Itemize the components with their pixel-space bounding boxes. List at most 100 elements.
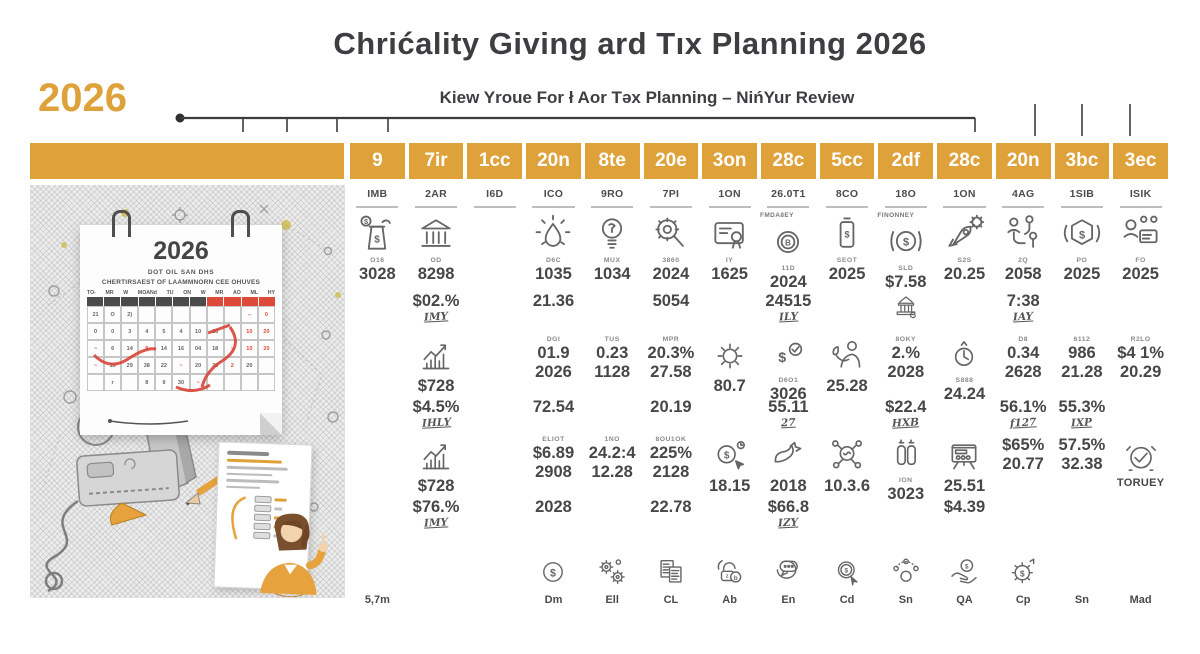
- grid-cell: IY 1625: [700, 212, 759, 290]
- cell-tiny-label: ION: [898, 477, 913, 484]
- cell-value: 2024: [652, 265, 690, 283]
- document-card: [213, 441, 329, 598]
- cell-label: Ab: [722, 594, 737, 606]
- cell-value: $22.4: [885, 398, 927, 416]
- calendar-cell: [206, 374, 224, 391]
- calendar-cell: 10: [240, 323, 258, 340]
- calendar-cell: [121, 374, 139, 391]
- cell-value: 25.28: [826, 377, 868, 395]
- grid-cell: $ Cd: [818, 542, 877, 606]
- grid-cell: $66.8 IZY: [759, 498, 818, 538]
- cell-value: 2628: [1004, 363, 1042, 382]
- cell-value: 20.19: [650, 398, 692, 416]
- data-column: $ PO 2025 6112 986 21.28 55.3% IXP 57.5% 32.38 Sn: [1053, 210, 1112, 614]
- cell-tiny-label: ELIOT: [542, 436, 565, 443]
- cell-value: $02.%: [412, 292, 460, 310]
- calendar-header-cell: [190, 297, 207, 306]
- cell-value: 1034: [593, 265, 631, 283]
- grid-cell: 21.36: [524, 292, 583, 338]
- cell-value: 1128: [594, 363, 631, 382]
- binder-ring-icon: [231, 210, 250, 237]
- cell-sub-label: IHLY: [421, 416, 451, 431]
- month-underline: [591, 206, 634, 208]
- month-label-text: 4AG: [1011, 188, 1035, 200]
- calendar-header-strip: [87, 297, 275, 306]
- calendar-caption-1: DOT OIL SAN DHS: [147, 269, 215, 276]
- month-underline: [1060, 206, 1104, 208]
- svg-text:$: $: [375, 234, 381, 245]
- weekday-label: TO-: [87, 290, 96, 296]
- cell-value: 80.7: [713, 377, 746, 395]
- calendar-cell: ~: [189, 374, 207, 391]
- grid-cell: 55.3% IXP: [1053, 398, 1112, 434]
- coin-arrow-icon: $: [830, 555, 864, 589]
- month-underline: [1002, 206, 1045, 208]
- cell-value: 7:38: [1006, 292, 1040, 310]
- timeline-segment: 3ec: [1113, 143, 1168, 179]
- cell-label: En: [781, 594, 796, 606]
- grid-cell: z b Ab: [700, 542, 759, 606]
- certificate-icon: [708, 212, 752, 256]
- cell-value: 20.77: [1002, 455, 1044, 474]
- svg-text:$: $: [845, 568, 849, 575]
- person-card-icon: [1119, 212, 1163, 256]
- network-icon: [889, 555, 923, 589]
- calendar-cell: 20: [257, 323, 275, 340]
- calendar-cell: 4: [138, 323, 156, 340]
- cell-value: 57.5%: [1058, 436, 1106, 454]
- cell-value: 1625: [711, 265, 748, 283]
- calendar-cell: --: [240, 306, 258, 323]
- museum-icon: [891, 292, 921, 322]
- cell-value: 55.11: [768, 398, 809, 416]
- grid-cell: $728: [407, 436, 466, 496]
- calendar-card: 2026 DOT OIL SAN DHS CHERTIRSAEST OF LAA…: [80, 210, 282, 435]
- month-label: 1SIB: [1053, 184, 1112, 208]
- grid-cell: $ QA: [935, 542, 994, 606]
- droplet-icon: [531, 212, 575, 256]
- cell-label: Sn: [898, 594, 913, 606]
- cell-sub-label: IMY: [423, 310, 449, 325]
- svg-text:$: $: [779, 350, 787, 366]
- grid-cell: D6C 1035: [524, 212, 583, 290]
- calendar-cell: r: [104, 374, 122, 391]
- cell-value: $7.58: [885, 273, 927, 291]
- month-label: 1ON: [700, 184, 759, 208]
- grid-cell: 2028: [524, 498, 583, 538]
- cell-tiny-label: MUX: [603, 257, 621, 264]
- cell-label: Cp: [1015, 594, 1031, 606]
- document-accent-line: [226, 458, 282, 464]
- bar-chart-icon: [416, 436, 456, 476]
- cell-top-label: FINONNEY: [877, 212, 915, 219]
- grid-cell: $ SEOT 2025: [818, 212, 877, 290]
- cell-sub-label: IAY: [1012, 310, 1034, 324]
- calendar-cell: [240, 374, 258, 391]
- svg-text:$: $: [903, 237, 909, 249]
- cell-value: 1035: [535, 265, 572, 283]
- calendar-cell: 10: [206, 323, 224, 340]
- calendar-cell: 2): [121, 306, 139, 323]
- grid-cell: 25.28: [818, 336, 877, 396]
- calendar-cell: 14: [121, 340, 139, 357]
- people-flow-icon: [1001, 212, 1045, 256]
- calendar-weekday-row: TO- MR W MOANd TU ON W MR AO ML HY: [87, 290, 275, 296]
- month-underline: [884, 206, 927, 208]
- month-underline: [414, 206, 458, 208]
- cell-value: TORUEY: [1116, 477, 1165, 489]
- timeline-line: [175, 104, 1131, 136]
- month-underline: [943, 206, 986, 208]
- month-underline: [825, 206, 869, 208]
- cell-label: Ell: [605, 594, 619, 606]
- weekday-label: TU: [166, 290, 174, 296]
- rocket-gear-icon: [942, 212, 986, 256]
- cell-value: 2024: [769, 273, 807, 291]
- data-grid: $ $ O16 3028 5,7m OD 8298 $02.% IMY $728 $4.5% IHLY…: [348, 210, 1170, 614]
- grid-cell: [876, 292, 935, 338]
- cell-tiny-label: D6C: [545, 257, 562, 264]
- cell-value: 24.2:4: [588, 444, 636, 462]
- dollar-check-icon: $: [768, 336, 808, 376]
- grid-cell: 6112 986 21.28: [1053, 336, 1112, 396]
- cell-tiny-label: DGI: [546, 336, 561, 343]
- cell-value: 24.24: [943, 385, 986, 403]
- calendar-cell: 29: [121, 357, 139, 374]
- cell-value: $4 1%: [1117, 344, 1165, 362]
